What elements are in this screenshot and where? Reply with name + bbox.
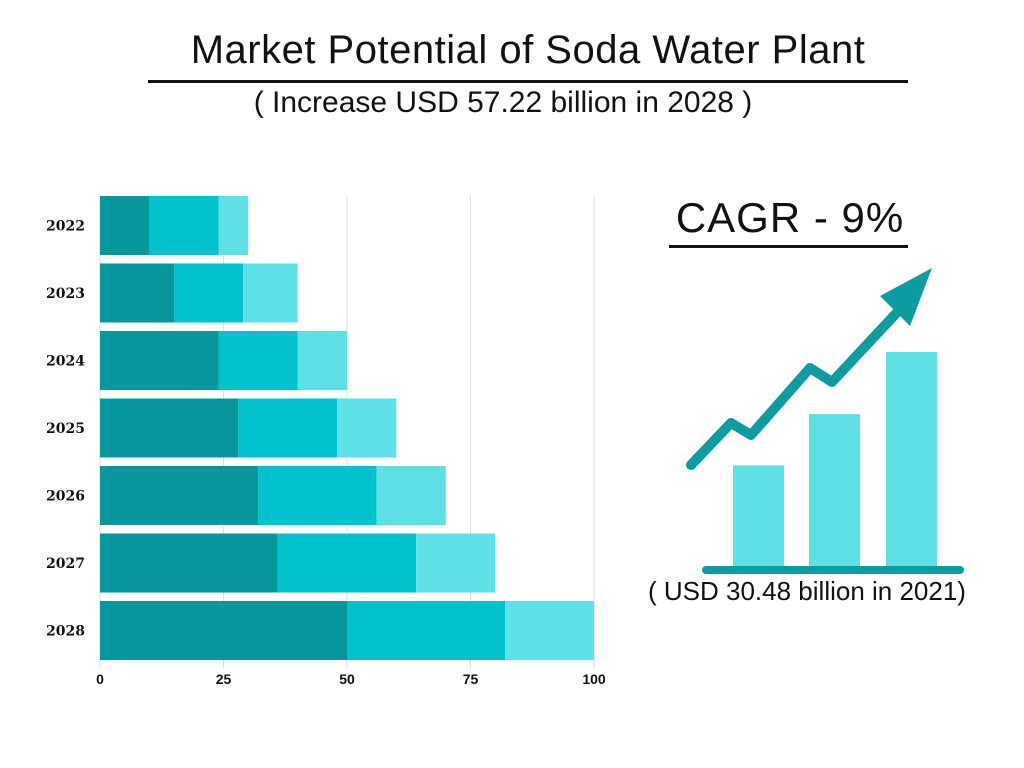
bar-2022-segment-1 bbox=[100, 196, 150, 255]
y-tick-label: 2022 bbox=[46, 219, 85, 235]
bar-2024-segment-3 bbox=[297, 331, 347, 390]
x-tick-label: 50 bbox=[339, 671, 355, 687]
growth-bar bbox=[809, 414, 860, 566]
growth-bar bbox=[886, 352, 937, 566]
bar-2026-segment-1 bbox=[100, 466, 259, 525]
x-tick-label: 100 bbox=[582, 671, 606, 687]
bar-2025-segment-2 bbox=[238, 398, 338, 458]
bar-2025-segment-1 bbox=[100, 398, 239, 458]
bar-2028-segment-1 bbox=[100, 601, 347, 660]
x-tick-label: 0 bbox=[96, 671, 104, 687]
bar-2028-segment-2 bbox=[347, 601, 506, 660]
x-tick-label: 75 bbox=[463, 671, 479, 687]
growth-arrow-head bbox=[880, 268, 932, 326]
bar-2027-segment-1 bbox=[100, 533, 278, 593]
bar-2023-segment-2 bbox=[174, 263, 244, 323]
base-value-caption: ( USD 30.48 billion in 2021) bbox=[648, 576, 966, 606]
growth-arrow-line bbox=[686, 285, 923, 470]
bar-2023-segment-3 bbox=[243, 263, 298, 323]
bar-2023-segment-1 bbox=[100, 263, 175, 323]
y-tick-label: 2026 bbox=[46, 489, 85, 505]
bar-2026-segment-3 bbox=[376, 466, 446, 525]
bar-2022-segment-2 bbox=[149, 196, 219, 255]
y-tick-label: 2028 bbox=[46, 624, 85, 640]
bar-2027-segment-3 bbox=[416, 533, 496, 593]
y-tick-label: 2024 bbox=[46, 354, 85, 370]
growth-bar bbox=[733, 465, 784, 566]
y-tick-label: 2027 bbox=[46, 556, 85, 572]
chart-subtitle: ( Increase USD 57.22 billion in 2028 ) bbox=[253, 86, 753, 119]
cagr-underline bbox=[669, 245, 908, 248]
bar-2026-segment-2 bbox=[258, 466, 377, 525]
bar-2024-segment-1 bbox=[100, 331, 219, 390]
title-underline bbox=[148, 80, 908, 83]
x-tick-label: 25 bbox=[216, 671, 232, 687]
bar-2027-segment-2 bbox=[277, 533, 417, 593]
bar-2025-segment-3 bbox=[337, 398, 397, 458]
stacked-bar-chart: 2022 2023 2024 2025 2026 2027 2028 0 25 50 75 100 bbox=[46, 196, 606, 687]
y-tick-label: 2025 bbox=[46, 421, 85, 437]
bar-2028-segment-3 bbox=[505, 601, 594, 660]
bar-2022-segment-3 bbox=[218, 196, 249, 255]
y-tick-label: 2023 bbox=[46, 286, 85, 302]
chart-title: Market Potential of Soda Water Plant bbox=[190, 28, 866, 72]
bar-2024-segment-2 bbox=[218, 331, 298, 390]
cagr-label: CAGR - 9% bbox=[675, 194, 905, 241]
